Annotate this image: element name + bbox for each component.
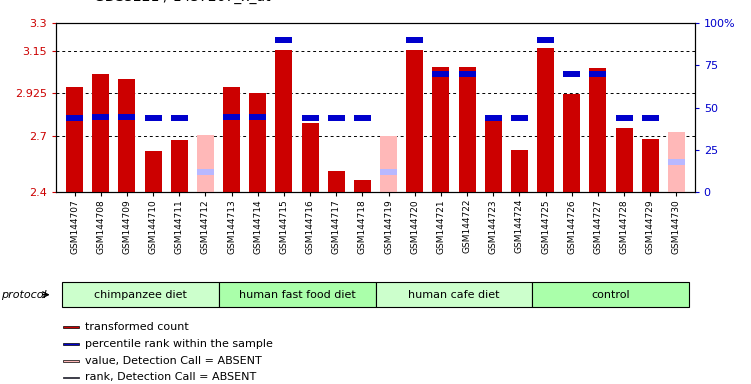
Bar [197, 169, 214, 175]
Text: control: control [592, 290, 630, 300]
Bar [327, 115, 345, 121]
Bar [327, 171, 345, 192]
Bar [590, 68, 606, 192]
Bar [276, 37, 292, 43]
Bar [641, 139, 659, 192]
Bar [459, 67, 475, 192]
Bar [62, 377, 79, 378]
Bar [484, 119, 502, 192]
Bar [380, 169, 397, 175]
Bar [532, 282, 689, 307]
Bar [145, 115, 161, 121]
Bar [563, 71, 581, 77]
Bar [223, 114, 240, 120]
Bar [302, 124, 318, 192]
Bar [249, 114, 267, 120]
Bar [433, 71, 449, 77]
Bar [354, 115, 371, 121]
Bar [563, 94, 581, 192]
Bar [406, 50, 424, 192]
Bar [537, 48, 554, 192]
Bar [590, 71, 606, 77]
Bar [66, 87, 83, 192]
Bar [616, 128, 632, 192]
Bar [92, 114, 110, 120]
Bar [66, 115, 83, 121]
Bar [119, 114, 135, 120]
Bar [276, 50, 292, 192]
Bar [197, 135, 214, 192]
Text: percentile rank within the sample: percentile rank within the sample [85, 339, 273, 349]
Text: rank, Detection Call = ABSENT: rank, Detection Call = ABSENT [85, 372, 256, 382]
Bar [249, 93, 267, 192]
Bar [145, 151, 161, 192]
Bar [459, 71, 475, 77]
Bar [668, 159, 685, 165]
Bar [511, 150, 528, 192]
Bar [119, 79, 135, 192]
Bar [62, 282, 219, 307]
Text: GDS3221 / 1437267_x_at: GDS3221 / 1437267_x_at [94, 0, 270, 4]
Text: human cafe diet: human cafe diet [409, 290, 499, 300]
Bar [302, 115, 318, 121]
Bar [170, 141, 188, 192]
Bar [484, 115, 502, 121]
Bar [537, 37, 554, 43]
Bar [170, 115, 188, 121]
Bar [223, 87, 240, 192]
Bar [511, 115, 528, 121]
Bar [616, 115, 632, 121]
Bar [380, 136, 397, 192]
Bar [406, 37, 424, 43]
Bar [92, 74, 110, 192]
Text: chimpanzee diet: chimpanzee diet [94, 290, 186, 300]
Bar [62, 326, 79, 328]
Text: human fast food diet: human fast food diet [239, 290, 355, 300]
Bar [354, 180, 371, 192]
Bar [641, 115, 659, 121]
Bar [433, 67, 449, 192]
Bar [62, 343, 79, 345]
Bar [219, 282, 376, 307]
Text: protocol: protocol [2, 290, 47, 300]
Bar [62, 360, 79, 362]
Text: value, Detection Call = ABSENT: value, Detection Call = ABSENT [85, 356, 262, 366]
Bar [376, 282, 532, 307]
Text: transformed count: transformed count [85, 322, 189, 332]
Bar [668, 132, 685, 192]
